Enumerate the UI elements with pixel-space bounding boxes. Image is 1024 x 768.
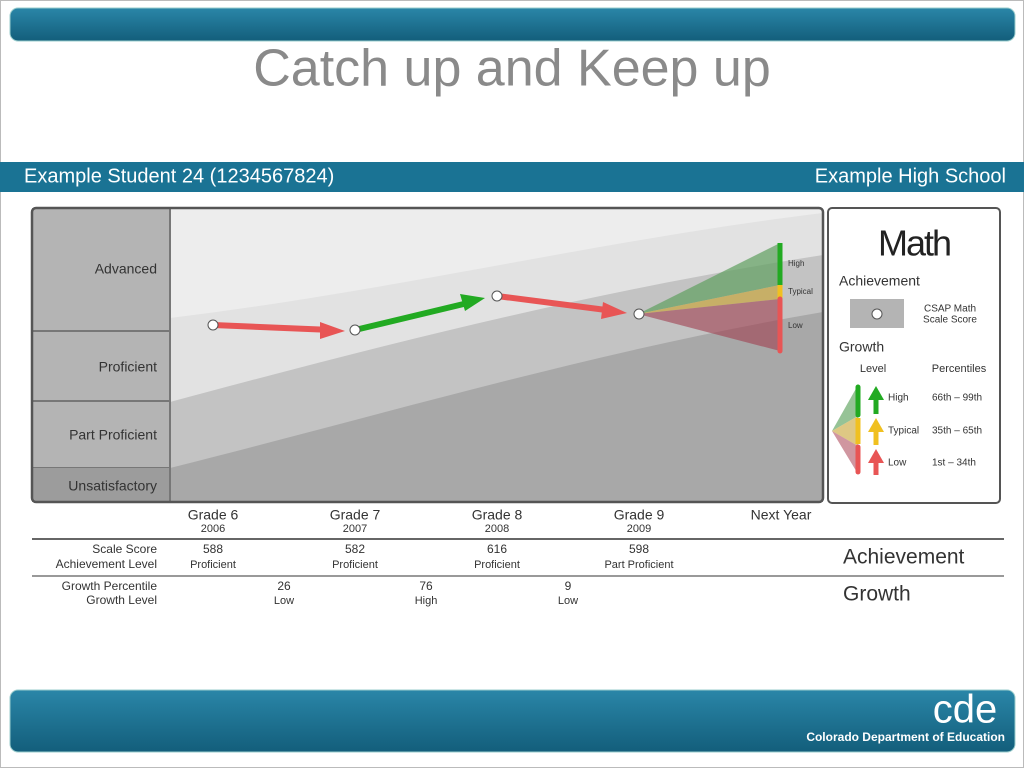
growth-percentile: 9 — [565, 579, 572, 593]
level-label: Proficient — [99, 359, 157, 375]
cone-label: Typical — [788, 287, 813, 296]
legend-range: 35th – 65th — [932, 426, 982, 437]
growth-level: High — [415, 595, 438, 607]
achievement-level: Part Proficient — [604, 559, 673, 571]
legend-column: Percentiles — [932, 363, 987, 375]
scale-score: 616 — [487, 542, 507, 556]
level-label: Part Proficient — [69, 427, 157, 443]
scale-score: 588 — [203, 542, 223, 556]
achievement-level: Proficient — [332, 559, 378, 571]
data-table — [32, 538, 1004, 577]
grade-label: Grade 6 — [188, 507, 239, 523]
legend-marker-label: CSAP Math — [924, 304, 976, 315]
legend-level: Typical — [888, 426, 919, 437]
student-band — [0, 162, 1024, 192]
title: Catch up and Keep up — [253, 40, 771, 98]
growth-level: Low — [558, 595, 578, 607]
school-name: Example High School — [815, 165, 1006, 187]
year-label: 2009 — [627, 523, 651, 535]
footer-logo: cde — [933, 688, 998, 732]
scale-score: 598 — [629, 542, 649, 556]
row-label: Achievement Level — [56, 557, 157, 571]
growth-level: Low — [274, 595, 294, 607]
legend-range: 1st – 34th — [932, 458, 976, 469]
section-label: Achievement — [843, 546, 965, 569]
chart-panel — [30, 206, 825, 504]
legend-cone — [832, 384, 884, 475]
legend-heading: Achievement — [839, 273, 920, 289]
scale-score: 582 — [345, 542, 365, 556]
level-label: Advanced — [95, 261, 157, 277]
top-bar — [9, 7, 1016, 42]
legend-marker — [871, 308, 883, 320]
grade-label: Next Year — [751, 507, 812, 523]
achievement-level: Proficient — [190, 559, 236, 571]
growth-arrows — [207, 243, 783, 354]
year-label: 2008 — [485, 523, 509, 535]
grade-label: Grade 9 — [614, 507, 665, 523]
legend-level: Low — [888, 458, 907, 469]
growth-percentile: 76 — [419, 579, 433, 593]
footer-bar — [9, 689, 1016, 753]
section-label: Growth — [843, 583, 911, 606]
legend-range: 66th – 99th — [932, 393, 982, 404]
row-label: Growth Level — [86, 593, 157, 607]
footer-name: Colorado Department of Education — [806, 730, 1005, 744]
grade-label: Grade 8 — [472, 507, 523, 523]
achievement-level: Proficient — [474, 559, 520, 571]
legend-heading: Growth — [839, 339, 884, 355]
cone-label: High — [788, 259, 804, 268]
year-label: 2006 — [201, 523, 225, 535]
row-label: Growth Percentile — [62, 579, 158, 593]
grade-label: Grade 7 — [330, 507, 381, 523]
cone-label: Low — [788, 321, 803, 330]
row-label: Scale Score — [92, 542, 157, 556]
year-label: 2007 — [343, 523, 367, 535]
legend-level: High — [888, 393, 909, 404]
legend-subject: Math — [878, 223, 950, 264]
growth-percentile: 26 — [277, 579, 291, 593]
legend-column: Level — [860, 363, 886, 375]
student-name: Example Student 24 (1234567824) — [24, 165, 334, 187]
level-label: Unsatisfactory — [68, 478, 157, 494]
legend-marker-label: Scale Score — [923, 315, 977, 326]
